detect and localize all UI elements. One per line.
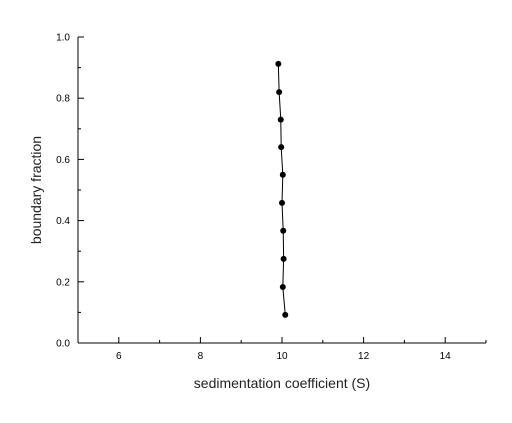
data-point [277, 116, 284, 123]
x-tick-label: 6 [116, 351, 122, 362]
data-point [278, 144, 285, 151]
y-tick-label: 0.6 [56, 155, 70, 166]
x-tick-label: 12 [358, 351, 370, 362]
series-points [275, 60, 289, 318]
series-connector-line [277, 63, 286, 315]
x-tick-label: 8 [198, 351, 204, 362]
data-point [282, 311, 289, 318]
y-tick-label: 0.8 [56, 94, 70, 105]
data-point [280, 255, 287, 262]
x-tick-label: 10 [276, 351, 288, 362]
y-tick-label: 0.4 [56, 216, 70, 227]
y-axis-ticks [78, 36, 84, 344]
data-point [279, 284, 286, 291]
x-tick-label: 14 [440, 351, 452, 362]
y-tick-label: 1.0 [56, 33, 70, 44]
x-axis-title: sedimentation coefficient (S) [194, 375, 370, 391]
data-point [275, 60, 282, 67]
y-tick-label: 0.0 [56, 339, 70, 350]
data-point [279, 199, 285, 206]
data-point [276, 89, 283, 96]
x-axis-tick-labels: 6 8 10 12 14 [116, 351, 451, 362]
y-axis-title: boundary fraction [28, 136, 44, 244]
data-point [280, 227, 287, 234]
y-tick-label: 0.2 [56, 277, 70, 288]
x-axis-ticks [77, 337, 487, 343]
data-point [279, 171, 286, 178]
series-line [277, 63, 286, 315]
y-axis-tick-labels: 0.0 0.2 0.4 0.6 0.8 1.0 [56, 33, 70, 350]
